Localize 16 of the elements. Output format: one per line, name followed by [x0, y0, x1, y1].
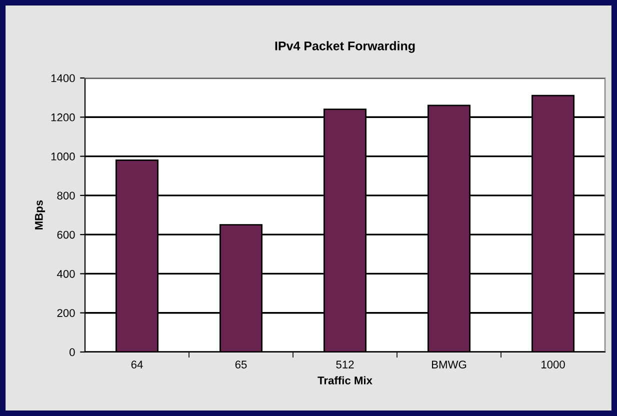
x-axis-title: Traffic Mix	[318, 376, 372, 384]
x-tick-label: BMWG	[432, 360, 466, 368]
y-axis-title: MBps	[35, 200, 46, 230]
x-tick-label: 64	[131, 360, 143, 368]
y-tick-label: 200	[57, 309, 75, 317]
x-tick-label: 1000	[541, 360, 565, 368]
y-tick-label: 0	[70, 348, 75, 356]
y-tick-label: 1400	[51, 74, 75, 82]
x-tick-label: 65	[235, 360, 247, 368]
y-tick-label: 1000	[51, 152, 75, 160]
y-tick-label: 1200	[51, 113, 75, 122]
y-tick-label: 400	[56, 270, 75, 278]
x-tick-label: 512	[336, 360, 354, 368]
y-tick-label: 600	[57, 230, 75, 239]
y-tick-label: 800	[57, 192, 75, 200]
chart-title: IPv4 Packet Forwarding	[275, 41, 415, 53]
